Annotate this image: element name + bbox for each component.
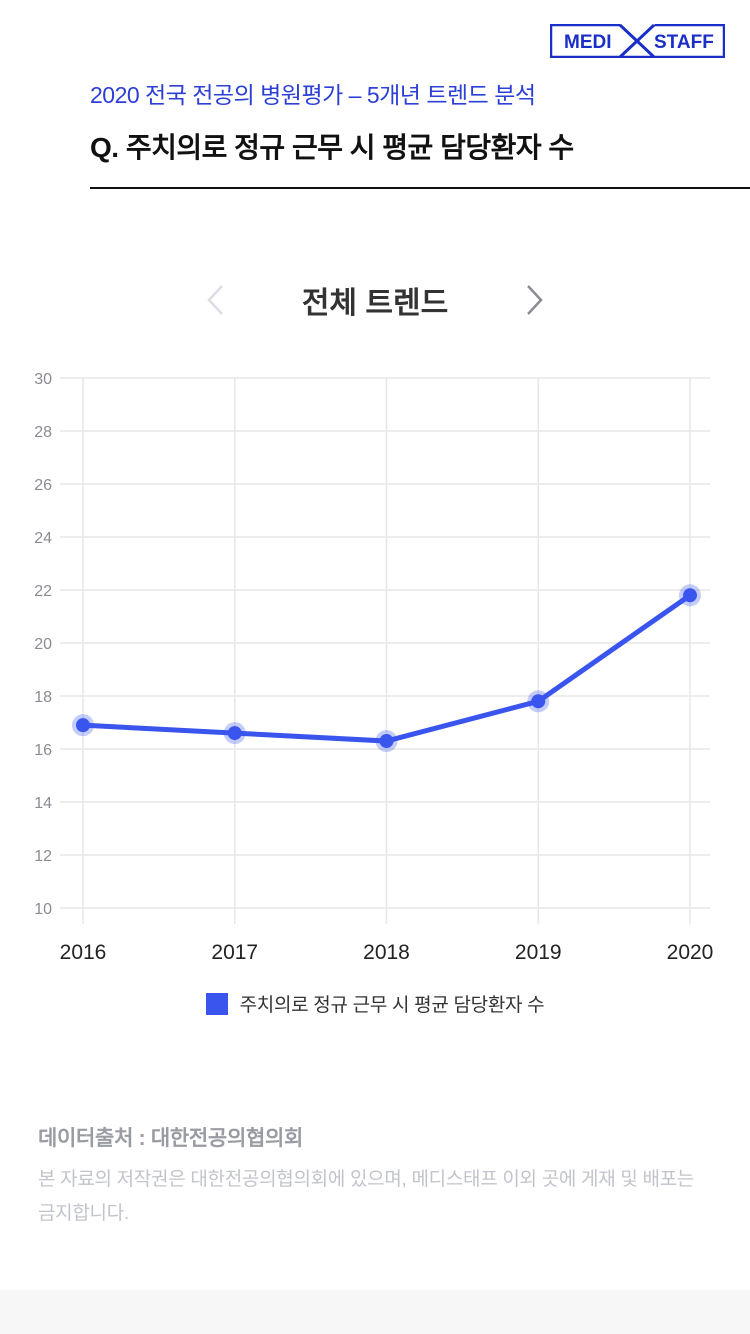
y-tick-label: 18 xyxy=(34,689,52,706)
y-tick-label: 14 xyxy=(34,795,52,812)
legend-label: 주치의로 정규 근무 시 평균 담당환자 수 xyxy=(239,995,545,1016)
logo-text-right: STAFF xyxy=(654,32,714,53)
x-tick-label: 2019 xyxy=(515,941,562,964)
y-tick-label: 28 xyxy=(34,424,52,441)
y-tick-label: 22 xyxy=(34,583,52,600)
y-tick-label: 24 xyxy=(34,530,52,547)
x-axis-ticks: 2016 2017 2018 2019 2020 xyxy=(60,941,714,964)
chart-grid xyxy=(60,377,710,924)
y-tick-label: 30 xyxy=(34,371,52,388)
x-tick-label: 2018 xyxy=(363,941,410,964)
nav-title: 전체 트렌드 xyxy=(301,287,449,320)
chart-series xyxy=(72,584,701,753)
data-point-dot xyxy=(227,726,242,741)
y-tick-label: 16 xyxy=(34,742,52,759)
y-axis-ticks: 10 12 14 16 18 20 22 24 26 28 30 xyxy=(34,371,52,918)
data-point xyxy=(223,722,246,745)
question-title: Q. 주치의로 정규 근무 시 평균 담당환자 수 xyxy=(90,132,574,163)
data-point xyxy=(679,584,701,607)
y-tick-label: 20 xyxy=(34,636,52,653)
chevron-left-icon[interactable] xyxy=(204,282,226,318)
data-point-dot xyxy=(379,734,394,749)
logo-text-left: MEDI xyxy=(564,32,612,53)
header-divider xyxy=(90,187,750,189)
data-point-dot xyxy=(531,694,546,709)
y-tick-label: 10 xyxy=(34,901,52,918)
copyright-notice: 본 자료의 저작권은 대한전공의협의회에 있으며, 메디스태프 이외 곳에 게재… xyxy=(38,1169,695,1224)
chart-legend: 주치의로 정규 근무 시 평균 담당환자 수 xyxy=(0,990,750,1017)
medistaff-logo: MEDI STAFF xyxy=(550,24,725,58)
data-point xyxy=(527,690,550,713)
x-tick-label: 2017 xyxy=(211,941,258,964)
footer-band xyxy=(0,1290,750,1334)
y-tick-label: 26 xyxy=(34,477,52,494)
chevron-right-icon[interactable] xyxy=(524,282,546,318)
x-tick-label: 2020 xyxy=(667,941,714,964)
data-point-dot xyxy=(76,718,90,733)
x-tick-label: 2016 xyxy=(60,941,107,964)
report-subtitle: 2020 전국 전공의 병원평가 – 5개년 트렌드 분석 xyxy=(90,82,536,108)
y-tick-label: 12 xyxy=(34,848,52,865)
data-point-dot xyxy=(683,588,697,603)
data-point xyxy=(375,730,398,753)
data-point xyxy=(72,714,94,737)
data-source: 데이터출처 : 대한전공의협의회 xyxy=(38,1127,304,1150)
trend-navigator: 전체 트렌드 xyxy=(0,270,750,330)
legend-swatch xyxy=(205,992,228,1015)
